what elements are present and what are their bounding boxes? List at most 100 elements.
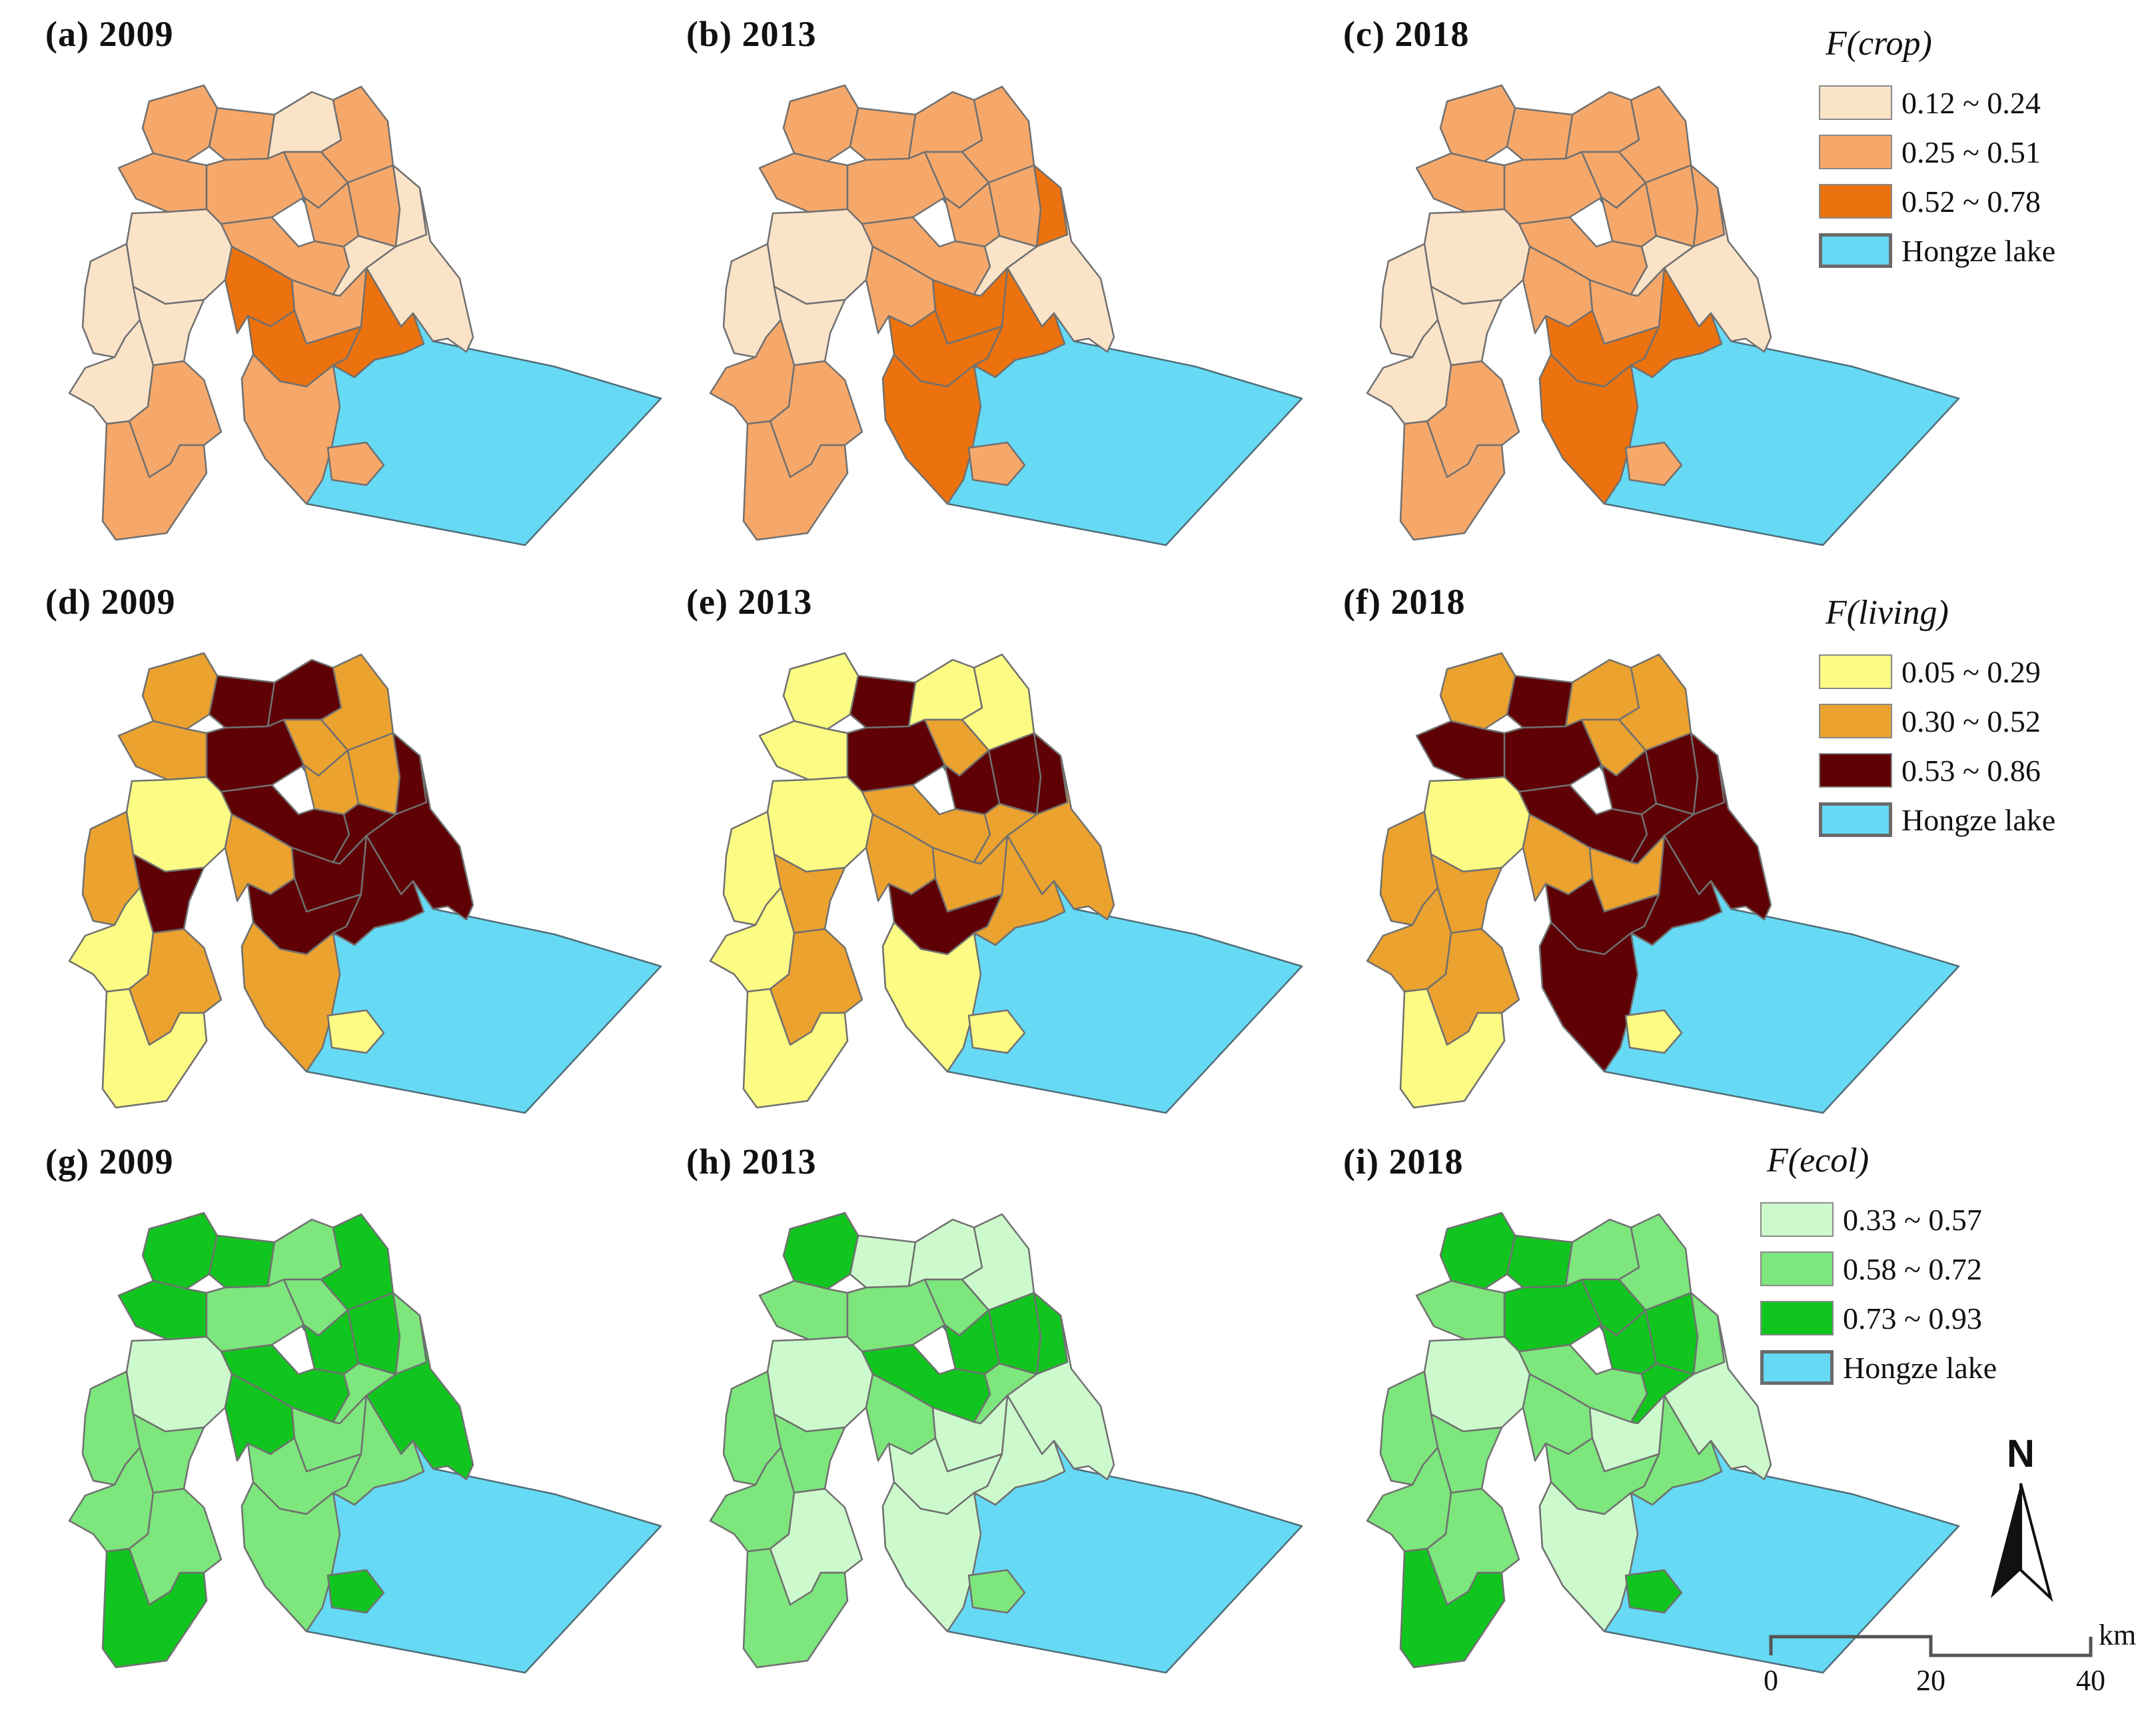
panel-label: (b) 2013 bbox=[686, 14, 817, 54]
north-arrow-right-half bbox=[2019, 1483, 2053, 1603]
town-region-2 bbox=[208, 674, 276, 729]
legend-item: 0.73 ~ 0.93 bbox=[1760, 1294, 2080, 1343]
choropleth-map bbox=[1366, 652, 1960, 1114]
legend-swatch bbox=[1819, 184, 1892, 219]
town-region-24 bbox=[101, 1547, 208, 1669]
legend-label: 0.58 ~ 0.72 bbox=[1843, 1252, 1982, 1286]
legend-label: 0.52 ~ 0.78 bbox=[1901, 184, 2041, 219]
town-region-7 bbox=[125, 1335, 233, 1433]
legend-label: 0.53 ~ 0.86 bbox=[1901, 753, 2041, 788]
town-region-7 bbox=[125, 776, 233, 873]
town-region-island bbox=[967, 1569, 1026, 1614]
town-region-24 bbox=[742, 420, 849, 541]
town-region-7 bbox=[766, 1335, 874, 1433]
panel-label: (i) 2018 bbox=[1343, 1142, 1464, 1182]
map-group bbox=[1366, 1212, 1960, 1674]
legend-item: Hongze lake bbox=[1819, 226, 2139, 275]
town-region-24 bbox=[742, 988, 849, 1109]
town-region-1 bbox=[782, 652, 859, 730]
map-group bbox=[68, 652, 662, 1114]
choropleth-map bbox=[1366, 84, 1960, 546]
legend-item: 0.05 ~ 0.29 bbox=[1819, 647, 2139, 696]
map-group bbox=[68, 84, 662, 546]
town-region-18 bbox=[332, 267, 425, 379]
town-region-24 bbox=[742, 1547, 849, 1669]
town-region-7 bbox=[766, 208, 874, 305]
town-region-1 bbox=[141, 1212, 219, 1290]
map-group bbox=[1366, 652, 1960, 1114]
town-region-2 bbox=[208, 1234, 276, 1289]
legend-label: 0.05 ~ 0.29 bbox=[1901, 654, 2041, 689]
map-panel-a: (a) 2009 bbox=[40, 13, 693, 546]
legend-title: F(living) bbox=[1826, 594, 1949, 632]
town-region-1 bbox=[1439, 84, 1516, 163]
legend-swatch bbox=[1760, 1252, 1834, 1286]
legend-title: F(crop) bbox=[1826, 25, 1932, 63]
panel-label: (c) 2018 bbox=[1343, 14, 1470, 54]
legend-swatch bbox=[1819, 85, 1892, 120]
panel-label: (d) 2009 bbox=[45, 582, 176, 622]
map-panel-c: (c) 2018 bbox=[1338, 13, 1991, 546]
town-region-5 bbox=[758, 1280, 849, 1341]
town-region-island bbox=[1624, 1569, 1683, 1614]
town-region-island bbox=[326, 1009, 385, 1054]
legend-item: 0.53 ~ 0.86 bbox=[1819, 746, 2139, 795]
legend-swatch-lake bbox=[1819, 233, 1892, 268]
choropleth-map bbox=[68, 652, 662, 1114]
map-group bbox=[709, 1212, 1303, 1674]
town-region-1 bbox=[782, 84, 859, 163]
town-region-18 bbox=[973, 267, 1066, 379]
town-region-24 bbox=[1399, 988, 1506, 1109]
legend-item: 0.52 ~ 0.78 bbox=[1819, 177, 2139, 226]
legend-label: 0.33 ~ 0.57 bbox=[1843, 1202, 1982, 1237]
legend-item: Hongze lake bbox=[1819, 795, 2139, 844]
town-region-5 bbox=[1415, 152, 1506, 213]
map-panel-h: (h) 2013 bbox=[681, 1141, 1334, 1674]
legend-label: 0.30 ~ 0.52 bbox=[1901, 704, 2041, 738]
map-panel-b: (b) 2013 bbox=[681, 13, 1334, 546]
map-group bbox=[1366, 84, 1960, 546]
legend-swatch bbox=[1819, 135, 1892, 169]
map-panel-e: (e) 2013 bbox=[681, 581, 1334, 1114]
town-region-island bbox=[1624, 1009, 1683, 1054]
town-region-5 bbox=[1415, 1280, 1506, 1341]
legend-item: Hongze lake bbox=[1760, 1343, 2080, 1392]
scale-tick-0: 0 bbox=[1764, 1664, 1778, 1697]
choropleth-map bbox=[709, 652, 1303, 1114]
town-region-2 bbox=[1506, 1234, 1574, 1289]
legend-item: 0.30 ~ 0.52 bbox=[1819, 696, 2139, 746]
legend-swatch bbox=[1819, 654, 1892, 689]
legend-swatch-lake bbox=[1819, 802, 1892, 837]
legend-item: 0.25 ~ 0.51 bbox=[1819, 127, 2139, 177]
town-region-5 bbox=[117, 720, 208, 781]
legend-label: Hongze lake bbox=[1901, 233, 2056, 268]
north-arrow-left-half bbox=[1991, 1483, 2021, 1598]
legend-label: 0.73 ~ 0.93 bbox=[1843, 1301, 1982, 1335]
town-region-5 bbox=[1415, 720, 1506, 781]
town-region-18 bbox=[1630, 834, 1723, 946]
legend-item: 0.12 ~ 0.24 bbox=[1819, 78, 2139, 127]
town-region-island bbox=[1624, 441, 1683, 486]
town-region-2 bbox=[1506, 674, 1574, 729]
map-group bbox=[68, 1212, 662, 1674]
scale-tick-40: 40 bbox=[2076, 1664, 2105, 1697]
town-region-18 bbox=[1630, 1394, 1723, 1506]
town-region-1 bbox=[1439, 1212, 1516, 1290]
town-region-island bbox=[326, 1569, 385, 1614]
legend-crop: F(crop) 0.12 ~ 0.24 0.25 ~ 0.51 0.52 ~ 0… bbox=[1819, 24, 2139, 275]
town-region-24 bbox=[101, 420, 208, 541]
legend-ecol: F(ecol) 0.33 ~ 0.57 0.58 ~ 0.72 0.73 ~ 0… bbox=[1760, 1141, 2080, 1392]
legend-living: F(living) 0.05 ~ 0.29 0.30 ~ 0.52 0.53 ~… bbox=[1819, 593, 2139, 844]
legend-label: 0.12 ~ 0.24 bbox=[1901, 85, 2041, 120]
panel-label: (h) 2013 bbox=[686, 1142, 817, 1182]
legend-swatch bbox=[1760, 1301, 1834, 1335]
town-region-18 bbox=[973, 1394, 1066, 1506]
town-region-24 bbox=[1399, 1547, 1506, 1669]
legend-title: F(ecol) bbox=[1767, 1142, 1870, 1180]
town-region-2 bbox=[849, 107, 917, 161]
town-region-7 bbox=[1423, 208, 1531, 305]
town-region-1 bbox=[141, 84, 219, 163]
legend-label: Hongze lake bbox=[1843, 1350, 1997, 1385]
choropleth-map bbox=[68, 84, 662, 546]
